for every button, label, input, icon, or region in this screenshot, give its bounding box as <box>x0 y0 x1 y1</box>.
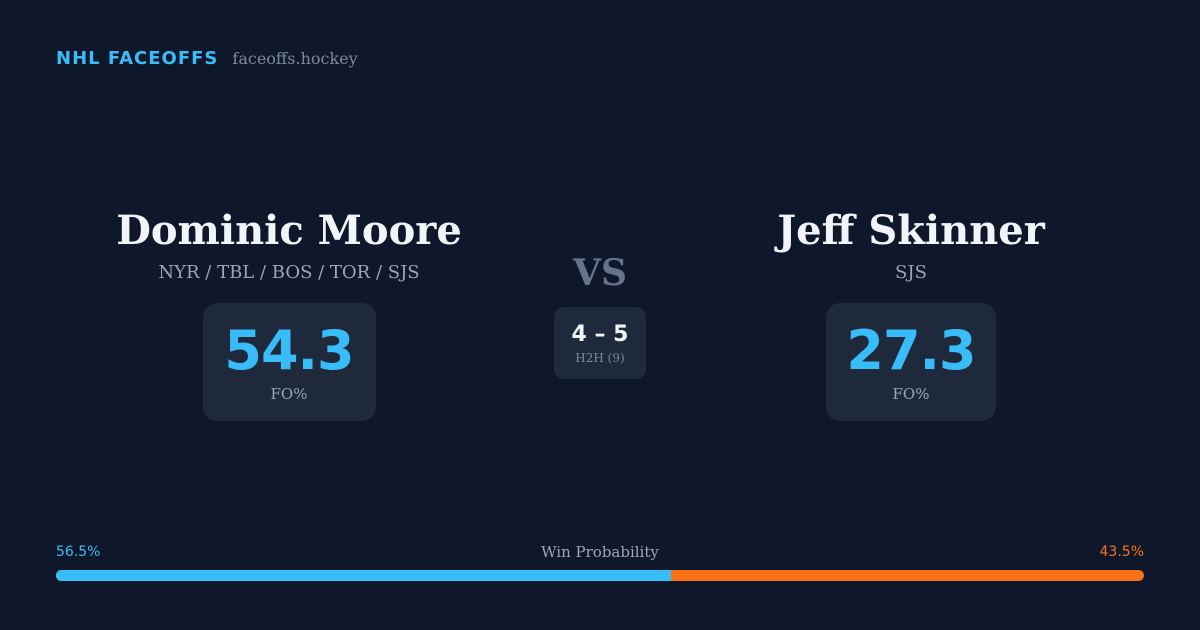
head-to-head-card: 4 – 5 H2H (9) <box>554 307 646 379</box>
player-left-teams: NYR / TBL / BOS / TOR / SJS <box>158 262 420 283</box>
player-left-fo-value: 54.3 <box>224 319 354 382</box>
player-left-fo-label: FO% <box>270 385 308 403</box>
player-right-fo-label: FO% <box>892 385 930 403</box>
player-left-stat-card: 54.3 FO% <box>202 303 376 421</box>
win-probability-left-value: 56.5% <box>56 544 101 560</box>
head-to-head-score: 4 – 5 <box>571 321 629 347</box>
player-left-panel: Dominic Moore NYR / TBL / BOS / TOR / SJ… <box>79 203 499 421</box>
player-right-fo-value: 27.3 <box>846 319 976 382</box>
brand-name: NHL FACEOFFS <box>56 48 219 69</box>
versus-label: VS <box>573 252 627 294</box>
win-probability-bar-fill <box>56 570 671 581</box>
player-right-teams: SJS <box>895 262 927 283</box>
player-right-stat-card: 27.3 FO% <box>826 303 996 421</box>
win-probability-right-value: 43.5% <box>1099 544 1144 560</box>
win-probability-bar <box>56 570 1144 581</box>
brand-url: faceoffs.hockey <box>232 49 358 68</box>
player-left-name: Dominic Moore <box>116 207 462 254</box>
player-right-panel: Jeff Skinner SJS 27.3 FO% <box>701 203 1121 421</box>
win-probability-title: Win Probability <box>541 543 659 561</box>
player-right-name: Jeff Skinner <box>777 207 1045 254</box>
head-to-head-label: H2H (9) <box>575 350 625 365</box>
brand-header: NHL FACEOFFS faceoffs.hockey <box>56 48 358 69</box>
